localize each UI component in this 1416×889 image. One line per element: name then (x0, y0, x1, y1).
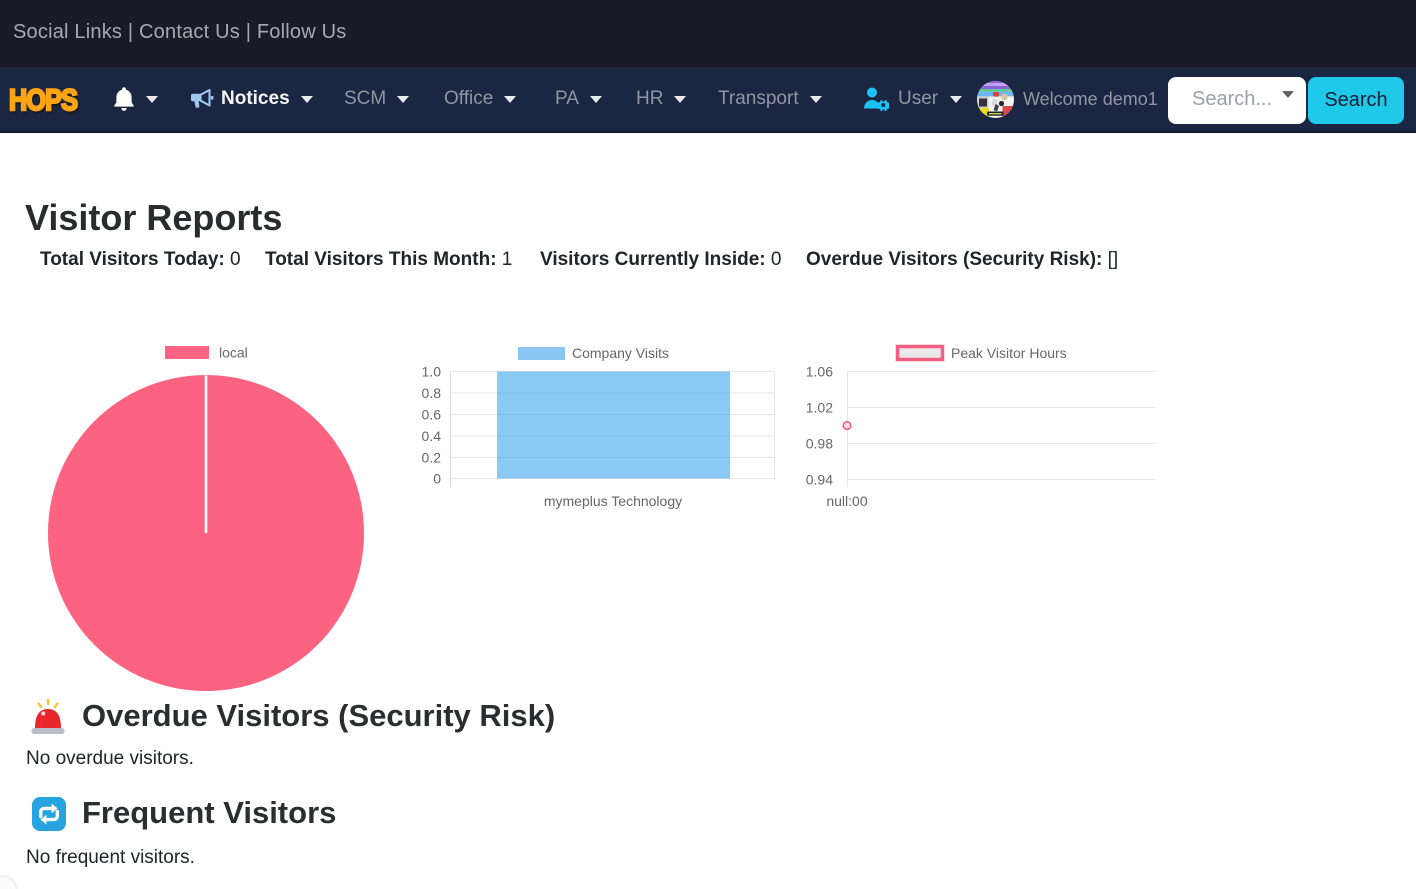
svg-text:0.94: 0.94 (806, 472, 833, 488)
svg-text:Company Visits: Company Visits (572, 345, 669, 361)
svg-text:0.4: 0.4 (422, 428, 442, 444)
svg-text:mymeplus Technology: mymeplus Technology (544, 493, 682, 509)
svg-text:1.06: 1.06 (806, 364, 833, 380)
svg-text:0.6: 0.6 (422, 407, 442, 423)
svg-text:1.02: 1.02 (806, 400, 833, 416)
svg-text:0.8: 0.8 (422, 385, 442, 401)
svg-text:0: 0 (433, 471, 441, 487)
svg-text:1.0: 1.0 (422, 364, 442, 380)
svg-text:0.2: 0.2 (422, 450, 442, 466)
svg-text:0.98: 0.98 (806, 436, 833, 452)
svg-text:Peak Visitor Hours: Peak Visitor Hours (951, 345, 1067, 361)
svg-text:local: local (219, 345, 248, 361)
svg-text:null:00: null:00 (826, 493, 867, 509)
